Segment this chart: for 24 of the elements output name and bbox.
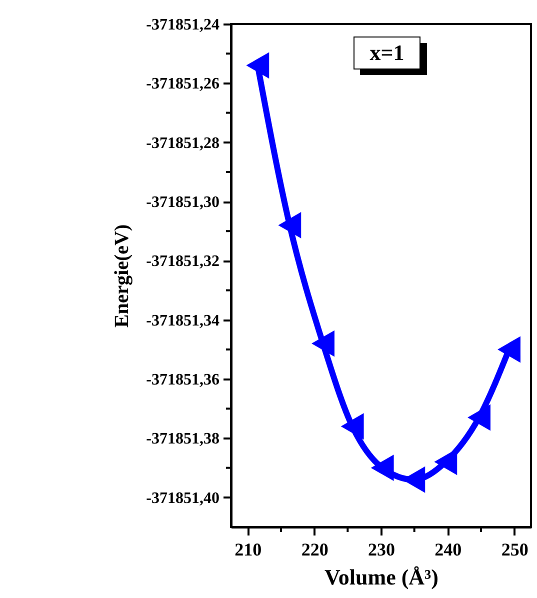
y-tick-label: -371851,24 [146,16,220,34]
point [370,454,394,482]
annotation: x=1 [370,40,404,65]
x-axis-title: Volume (Å³) [324,564,438,590]
y-tick-label: -371851,30 [146,194,220,212]
y-tick-label: -371851,38 [146,430,220,448]
point [246,52,270,79]
x-tick-label: 250 [501,540,528,560]
point [278,212,302,238]
y-tick-label: -371851,40 [146,490,220,507]
point [498,336,520,363]
y-tick-label: -371851,36 [146,372,220,389]
point [312,330,334,357]
x-tick-label: 240 [434,540,462,560]
y-tick-label: -371851,26 [146,76,220,93]
x-tick-label: 210 [234,540,262,560]
point [340,413,364,440]
x-tick-label: 220 [301,540,328,560]
x-tick-label: 230 [368,540,395,560]
y-tick-label: -371851,32 [146,253,220,270]
y-axis-title: Energie(eV) [111,224,134,328]
point [468,404,490,431]
y-tick-label: -371851,28 [146,134,220,152]
y-tick-label: -371851,34 [146,312,220,330]
